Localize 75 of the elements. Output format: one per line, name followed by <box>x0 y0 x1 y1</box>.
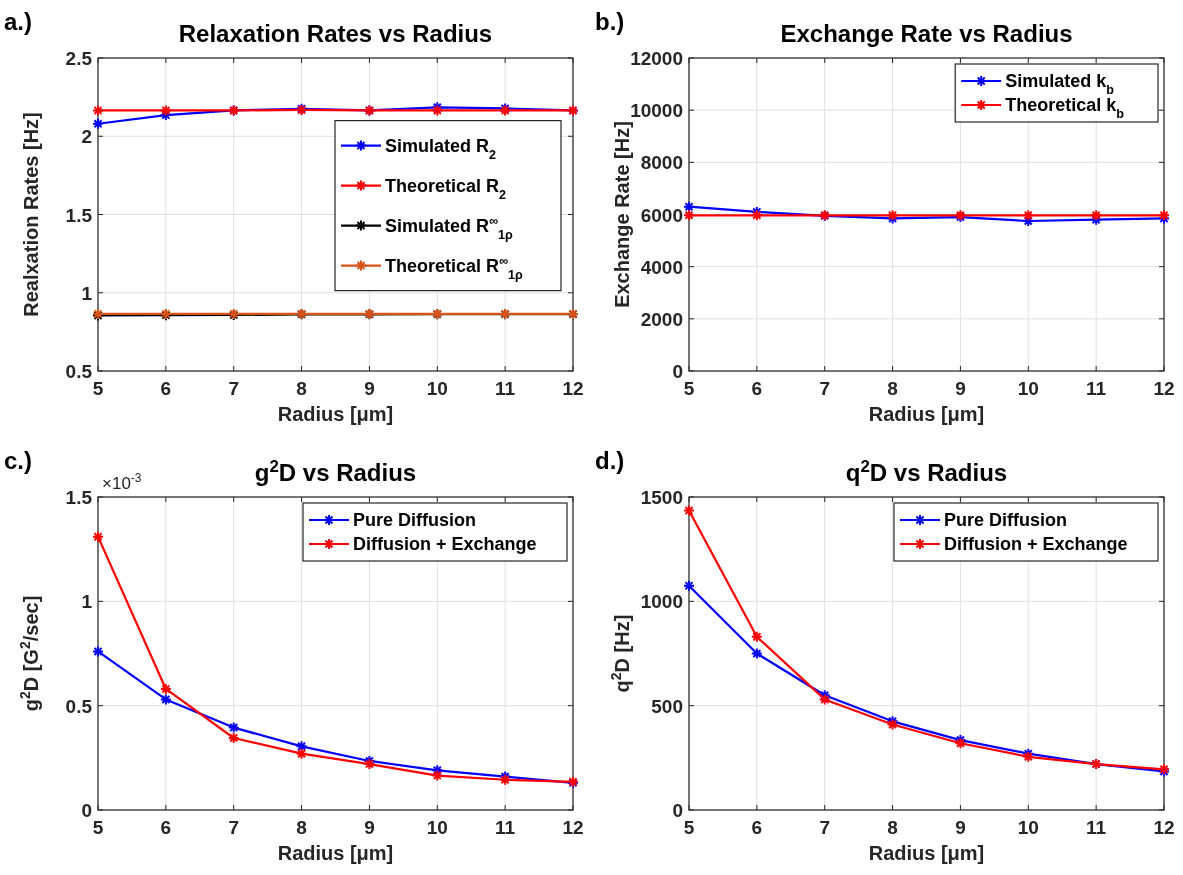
y-tick-label: 4000 <box>640 256 683 278</box>
x-tick-label: 11 <box>495 378 516 399</box>
x-tick-label: 8 <box>887 378 898 399</box>
x-tick-label: 12 <box>1153 378 1175 399</box>
x-tick-label: 9 <box>364 378 375 399</box>
y-tick-label: 1 <box>81 282 93 304</box>
x-tick-label: 11 <box>495 817 516 838</box>
x-axis-title: Radius [μm] <box>868 842 985 864</box>
x-tick-label: 11 <box>1086 378 1107 399</box>
y-tick-label: 1.5 <box>65 204 93 226</box>
x-tick-label: 12 <box>562 817 584 838</box>
y-tick-label: 1500 <box>640 487 683 508</box>
x-tick-label: 10 <box>1017 817 1039 838</box>
y-tick-label: 0 <box>672 361 683 382</box>
x-tick-label: 5 <box>683 378 695 399</box>
y-axis-title: Realxation Rates [Hz] <box>20 112 42 317</box>
x-tick-label: 6 <box>160 378 172 399</box>
chart-title: Exchange Rate vs Radius <box>780 20 1073 47</box>
x-tick-label: 10 <box>426 817 448 838</box>
legend-label: Theoretical k$_{b}$ <box>1005 95 1125 121</box>
x-tick-label: 10 <box>426 378 448 399</box>
x-tick-label: 7 <box>819 817 830 838</box>
legend-label: Simulated k$_{b}$ <box>1005 71 1115 97</box>
legend-label: Pure Diffusion <box>353 510 477 530</box>
y-tick-label: 0.5 <box>65 695 93 717</box>
text: d.) <box>595 447 625 474</box>
x-tick-label: 6 <box>751 378 763 399</box>
x-tick-label: 9 <box>955 817 966 838</box>
y-tick-label: 8000 <box>640 152 683 174</box>
x-tick-label: 12 <box>562 378 584 399</box>
chart-title: g$^{2}$D vs Radius <box>254 456 417 486</box>
x-tick-label: 11 <box>1086 817 1107 838</box>
y-tick-label: 1.5 <box>65 487 93 508</box>
y-axis-title: Exchange Rate [Hz] <box>611 121 633 308</box>
x-tick-label: 7 <box>228 817 239 838</box>
legend-label: Diffusion + Exchange <box>944 534 1128 554</box>
x-tick-label: 8 <box>296 817 307 838</box>
y-tick-label: 2.5 <box>65 48 93 69</box>
text: ×10$^{-3}$ <box>102 471 142 493</box>
x-tick-label: 5 <box>92 378 104 399</box>
y-tick-label: 2 <box>81 126 92 148</box>
x-tick-label: 10 <box>1017 378 1039 399</box>
y-tick-label: 1000 <box>640 591 683 613</box>
text: b.) <box>595 8 625 35</box>
chart-title: Relaxation Rates vs Radius <box>178 20 493 47</box>
y-tick-label: 0.5 <box>65 361 93 382</box>
x-tick-label: 9 <box>955 378 966 399</box>
legend-label: Simulated R$_{2}$ <box>385 135 497 162</box>
chart-title: q$^{2}$D vs Radius <box>845 456 1008 486</box>
y-tick-label: 500 <box>651 695 683 717</box>
text: a.) <box>4 8 33 35</box>
y-tick-label: 6000 <box>640 204 683 226</box>
legend-label: Theoretical R$_{2}$ <box>385 175 507 202</box>
text: c.) <box>4 447 33 474</box>
x-tick-label: 8 <box>887 817 898 838</box>
y-tick-label: 1 <box>81 591 93 613</box>
x-tick-label: 8 <box>296 378 307 399</box>
legend-label: Diffusion + Exchange <box>353 534 537 554</box>
y-tick-label: 0 <box>672 800 683 821</box>
x-axis-title: Radius [μm] <box>277 842 394 864</box>
x-tick-label: 6 <box>751 817 763 838</box>
legend-label: Pure Diffusion <box>944 510 1068 530</box>
y-tick-label: 2000 <box>640 308 683 330</box>
x-tick-label: 7 <box>819 378 830 399</box>
y-tick-label: 0 <box>81 800 92 821</box>
y-tick-label: 10000 <box>630 100 683 122</box>
x-tick-label: 12 <box>1153 817 1175 838</box>
y-tick-label: 12000 <box>630 48 683 69</box>
x-tick-label: 6 <box>160 817 172 838</box>
x-tick-label: 9 <box>364 817 375 838</box>
x-axis-title: Radius [μm] <box>277 403 394 425</box>
x-tick-label: 5 <box>92 817 104 838</box>
x-tick-label: 5 <box>683 817 695 838</box>
x-axis-title: Radius [μm] <box>868 403 985 425</box>
x-tick-label: 7 <box>228 378 239 399</box>
